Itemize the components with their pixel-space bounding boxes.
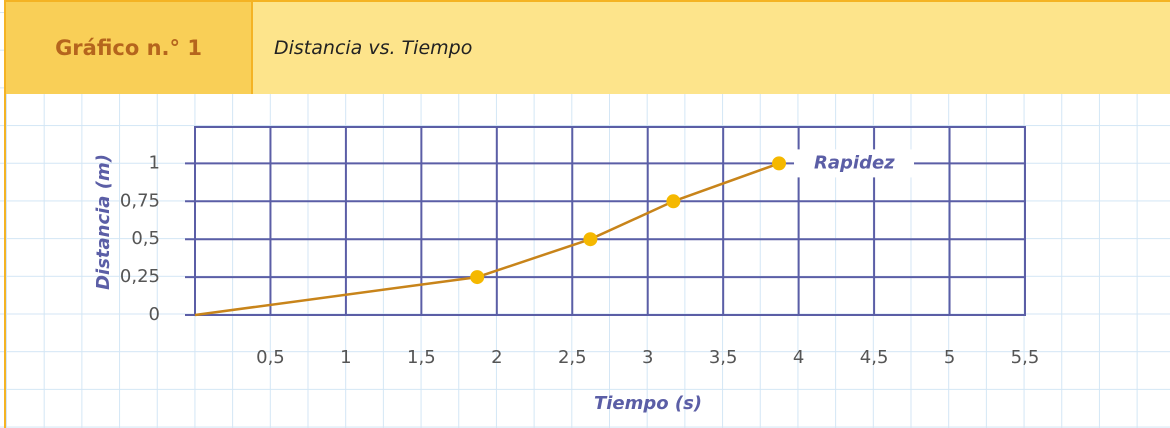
x-tick-label: 2,5 <box>558 347 587 368</box>
x-tick-label: 1 <box>340 347 351 368</box>
data-point <box>772 156 787 171</box>
x-tick-label: 3 <box>642 347 653 368</box>
x-tick-label: 5 <box>944 347 955 368</box>
chart-number: Gráfico n.° 1 <box>6 2 253 94</box>
x-tick-label: 5,5 <box>1011 347 1040 368</box>
y-tick-label: 0,5 <box>131 228 160 249</box>
y-tick-label: 0 <box>149 304 160 325</box>
y-tick-label: 0,75 <box>120 190 160 211</box>
chart-title: Distancia vs. Tiempo <box>274 37 473 59</box>
series-label: Rapidez <box>814 152 895 173</box>
data-point <box>666 194 681 209</box>
y-tick-label: 1 <box>149 152 160 173</box>
data-point <box>583 232 598 247</box>
header: Gráfico n.° 1 Distancia vs. Tiempo <box>4 0 1170 94</box>
label-bg <box>794 149 915 178</box>
x-tick-label: 1,5 <box>407 347 436 368</box>
x-tick-label: 2 <box>491 347 502 368</box>
x-tick-label: 0,5 <box>256 347 285 368</box>
y-axis-label: Distancia (m) <box>93 154 114 290</box>
x-axis-label: Tiempo (s) <box>594 393 702 414</box>
border <box>4 94 6 428</box>
x-tick-label: 4 <box>793 347 804 368</box>
x-tick-label: 4,5 <box>860 347 889 368</box>
data-point <box>470 270 485 285</box>
x-tick-label: 3,5 <box>709 347 738 368</box>
y-tick-label: 0,25 <box>120 266 160 287</box>
